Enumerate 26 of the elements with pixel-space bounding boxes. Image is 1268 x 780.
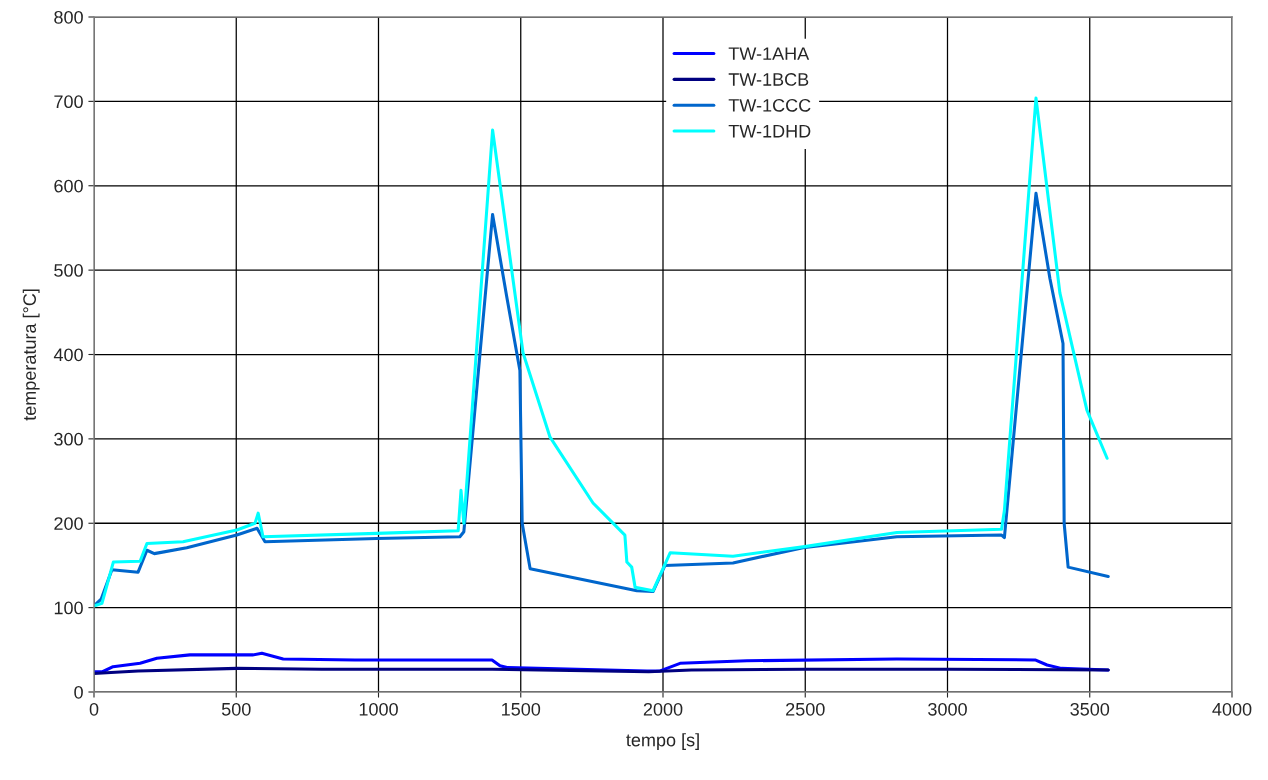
- x-tick-label: 1000: [359, 702, 398, 716]
- x-tick-label: 3500: [1070, 702, 1110, 716]
- x-tick-label: 500: [221, 702, 251, 716]
- x-tick-label: 3000: [928, 702, 967, 716]
- x-tick-label: 1500: [502, 702, 541, 716]
- y-tick-label: 700: [54, 95, 83, 109]
- x-tick-label: 2000: [643, 702, 683, 716]
- y-tick-label: 800: [54, 10, 83, 24]
- y-tick-label: 400: [53, 348, 83, 362]
- y-tick-label: 100: [54, 601, 83, 615]
- y-axis-title: temperatura [°C]: [22, 289, 40, 421]
- x-tick-label: 2500: [786, 702, 825, 716]
- line-series: [94, 191, 1110, 607]
- y-tick-label: 300: [54, 432, 83, 446]
- legend-label: TW-1CCC: [728, 98, 811, 112]
- legend-label: TW-1AHA: [728, 47, 810, 60]
- y-tick-label: 0: [74, 685, 83, 699]
- x-tick-label: 4000: [1212, 702, 1252, 716]
- y-tick-label: 200: [54, 517, 83, 530]
- x-tick-label: 0: [89, 702, 99, 716]
- legend-label: TW-1BCB: [728, 73, 809, 86]
- y-tick-label: 500: [54, 264, 83, 277]
- x-axis-title: tempo [s]: [626, 733, 699, 750]
- legend-label: TW-1DHD: [728, 124, 811, 138]
- line-series: [94, 96, 1109, 608]
- y-tick-label: 600: [54, 179, 83, 193]
